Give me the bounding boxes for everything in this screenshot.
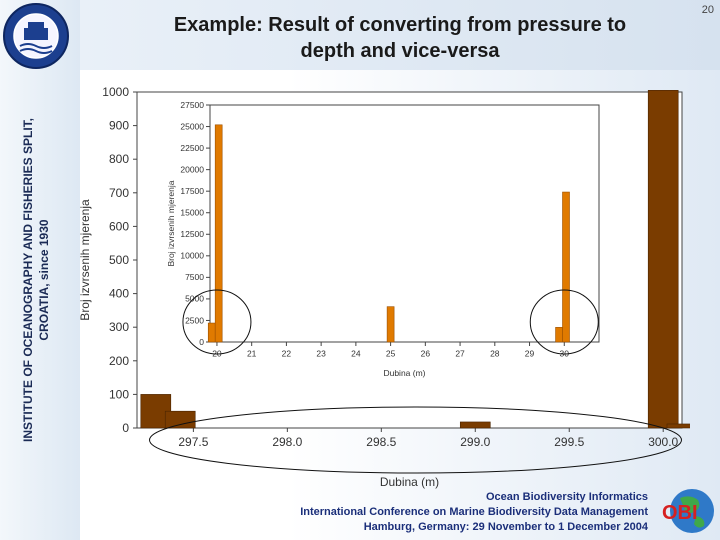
bar <box>666 423 690 429</box>
footer-line-2: International Conference on Marine Biodi… <box>300 506 648 518</box>
bar <box>562 191 570 343</box>
x-tick-label: 298.5 <box>366 435 396 449</box>
y-tick-label: 22500 <box>180 143 204 153</box>
y-tick-label: 12500 <box>180 229 204 239</box>
header-band <box>80 0 720 70</box>
x-tick-label: 21 <box>247 349 257 359</box>
x-tick-label: 23 <box>316 349 326 359</box>
x-tick-label: 300.0 <box>648 435 678 449</box>
x-tick-label: 29 <box>525 349 535 359</box>
bar <box>459 421 491 429</box>
bar <box>214 124 223 343</box>
x-tick-label: 27 <box>455 349 465 359</box>
title-line-2: depth and vice-versa <box>300 40 500 62</box>
x-axis-label: Dubina (m) <box>380 475 439 489</box>
conference-footer: Ocean Biodiversity Informatics Internati… <box>300 490 648 535</box>
slide-number: 20 <box>701 4 714 16</box>
highlight-ellipse-right <box>529 289 599 355</box>
obis-globe-logo: OBI <box>662 489 714 533</box>
y-tick-label: 1000 <box>102 85 129 99</box>
title-line-1: Example: Result of converting from press… <box>173 14 627 36</box>
y-axis-label: Broj izvrsenih mjerenja <box>78 199 92 321</box>
highlight-ellipse-xaxis <box>149 406 682 474</box>
y-tick-label: 900 <box>109 119 129 133</box>
y-tick-label: 600 <box>109 219 129 233</box>
x-tick-label: 24 <box>351 349 361 359</box>
x-tick-label: 25 <box>386 349 396 359</box>
x-tick-label: 22 <box>282 349 292 359</box>
x-tick-label: 26 <box>421 349 431 359</box>
institute-vertical-banner: INSTITUTE OF OCEANOGRAPHY AND FISHERIES … <box>0 60 72 500</box>
bar <box>555 327 563 343</box>
y-tick-label: 800 <box>109 152 129 166</box>
obis-logo-text: OBI <box>662 502 698 524</box>
y-axis-label: Broj izvrsenih mjerenja <box>166 180 176 266</box>
y-tick-label: 300 <box>109 320 129 334</box>
inset-depth-histogram: 0 2500 5000 7500 10000 12500 15000 17500 20000 22… <box>166 100 600 378</box>
y-tick-label: 700 <box>109 186 129 200</box>
y-tick-label: 25000 <box>180 121 204 131</box>
institute-seal-logo <box>3 3 69 69</box>
bar <box>647 90 679 429</box>
slide-title: Example: Result of converting from press… <box>110 12 690 64</box>
left-sidebar <box>0 0 80 540</box>
y-tick-label: 27500 <box>180 100 204 110</box>
y-tick-label: 5000 <box>185 294 204 304</box>
y-tick-label: 17500 <box>180 186 204 196</box>
y-tick-label: 7500 <box>185 272 204 282</box>
x-tick-label: 299.0 <box>460 435 490 449</box>
x-axis-label: Dubina (m) <box>383 368 425 378</box>
x-tick-label: 299.5 <box>554 435 584 449</box>
footer-line-1: Ocean Biodiversity Informatics <box>486 491 648 503</box>
institute-line-1: INSTITUTE OF OCEANOGRAPHY AND FISHERIES … <box>21 117 35 443</box>
bar <box>164 410 196 429</box>
x-tick-label: 297.5 <box>178 435 208 449</box>
institute-line-2: CROATIA, since 1930 <box>37 219 51 341</box>
y-tick-label: 10000 <box>180 251 204 261</box>
y-tick-label: 100 <box>109 387 129 401</box>
y-tick-label: 200 <box>109 354 129 368</box>
bar <box>207 322 216 343</box>
x-tick-label: 28 <box>490 349 500 359</box>
y-tick-label: 20000 <box>180 164 204 174</box>
x-tick-label: 298.0 <box>272 435 302 449</box>
plot-area <box>209 104 600 343</box>
y-tick-label: 0 <box>199 337 204 347</box>
y-tick-label: 0 <box>122 421 129 435</box>
footer-line-3: Hamburg, Germany: 29 November to 1 Decem… <box>363 521 648 533</box>
y-tick-label: 400 <box>109 287 129 301</box>
y-tick-label: 15000 <box>180 208 204 218</box>
highlight-ellipse-left <box>182 289 252 355</box>
bar <box>386 306 395 343</box>
y-tick-label: 2500 <box>185 315 204 325</box>
y-tick-label: 500 <box>109 253 129 267</box>
